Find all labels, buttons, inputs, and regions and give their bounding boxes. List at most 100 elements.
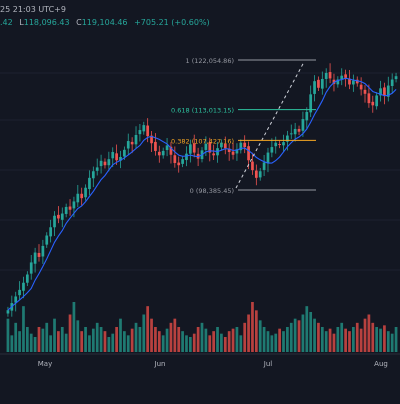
volume-bar — [161, 335, 165, 352]
low-label: L — [19, 18, 24, 27]
volume-bar — [99, 327, 103, 352]
volume-layer — [6, 302, 398, 352]
candle-body — [150, 135, 153, 144]
fib-level-label: 0.618 (113,013.15) — [171, 107, 234, 115]
volume-bar — [305, 306, 309, 352]
candle-body — [169, 146, 173, 155]
volume-bar — [142, 314, 146, 352]
fib-level[interactable]: 0 (98,385.45) — [190, 187, 316, 195]
candle-body — [142, 125, 146, 132]
volume-bar — [239, 335, 243, 352]
volume-bar — [254, 310, 258, 352]
volume-bar — [313, 318, 316, 352]
candle-body — [317, 79, 320, 88]
fib-trend-line[interactable] — [235, 61, 305, 189]
volume-bar — [64, 333, 68, 352]
candle-body — [146, 125, 150, 137]
volume-bar — [76, 320, 80, 352]
candle-body — [340, 75, 344, 80]
candle-body — [57, 214, 60, 219]
close-label: C — [76, 18, 82, 27]
candle-body — [14, 296, 18, 303]
candle-body — [60, 213, 64, 220]
fib-level[interactable]: 1 (122,054.86) — [186, 57, 317, 65]
time-axis-label: Jun — [154, 360, 166, 368]
candle-body — [289, 133, 293, 135]
candle-body — [352, 80, 355, 85]
candle-body — [49, 227, 52, 237]
candle-body — [173, 155, 177, 164]
volume-bar — [289, 322, 293, 352]
volume-bar — [216, 327, 219, 352]
volume-bar — [146, 306, 150, 352]
volume-bar — [196, 327, 200, 352]
candle-body — [251, 161, 254, 171]
open-value-partial: .42 — [0, 18, 13, 27]
candle-body — [80, 193, 84, 199]
candle-body — [165, 145, 169, 151]
volume-bar — [258, 320, 262, 352]
candle-body — [84, 187, 87, 198]
fib-level[interactable]: 0.382 (107,427.16) — [171, 137, 316, 145]
candle-body — [181, 159, 184, 164]
candle-body — [375, 95, 379, 107]
moving-average-line — [7, 77, 397, 311]
volume-bar — [344, 328, 347, 352]
candle-body — [88, 177, 91, 190]
candle-body — [363, 89, 367, 94]
volume-bar — [134, 322, 138, 352]
volume-bar — [282, 331, 285, 352]
volume-bar — [301, 314, 305, 352]
candle-body — [107, 159, 111, 166]
volume-bar — [212, 331, 216, 352]
candle-body — [386, 85, 390, 97]
time-axis-label: Jul — [263, 360, 273, 368]
volume-bar — [14, 322, 18, 352]
fib-level[interactable]: 0.618 (113,013.15) — [171, 107, 316, 115]
fib-retracement-layer[interactable]: 1 (122,054.86) 0.618 (113,013.15) 0.382 (1… — [171, 57, 316, 195]
volume-bar — [111, 333, 115, 352]
candle-body — [355, 79, 359, 84]
candle-body — [297, 128, 301, 132]
volume-bar — [247, 314, 250, 352]
volume-bar — [390, 333, 394, 352]
volume-bar — [157, 331, 161, 352]
volume-bar — [84, 327, 87, 352]
candle-body — [328, 72, 332, 79]
close-value: 119,104.46 — [81, 18, 128, 27]
volume-bar — [130, 328, 134, 352]
volume-bar — [220, 333, 223, 352]
candle-body — [64, 206, 68, 214]
volume-bar — [363, 318, 367, 352]
volume-bar — [91, 328, 95, 352]
ohlc-line: .42 L118,096.43 C119,104.46 +705.21 (+0.… — [0, 17, 210, 28]
chart-legend-header: 25 21:03 UTC+9 .42 L118,096.43 C119,104.… — [0, 0, 400, 32]
candle-body — [332, 79, 336, 84]
volume-bar — [154, 327, 157, 352]
candle-body — [177, 162, 181, 166]
volume-bar — [386, 331, 390, 352]
candle-body — [324, 72, 328, 79]
candle-body — [204, 143, 208, 150]
candle-body — [188, 144, 192, 154]
volume-bar — [231, 328, 235, 352]
volume-bar — [45, 322, 49, 352]
volume-bar — [278, 328, 281, 352]
volume-bar — [103, 331, 107, 352]
volume-bar — [10, 335, 14, 352]
volume-bar — [309, 312, 313, 352]
volume-bar — [181, 331, 184, 352]
volume-bar — [119, 318, 122, 352]
volume-bar — [348, 331, 351, 352]
candle-body — [301, 119, 305, 131]
candle-body — [41, 245, 45, 257]
volume-bar — [107, 337, 111, 352]
candle-body — [91, 171, 95, 179]
candle-body — [282, 142, 285, 146]
volume-bar — [29, 333, 33, 352]
candle-body — [359, 84, 363, 90]
candle-body — [53, 215, 56, 228]
time-axis-label: May — [38, 360, 52, 368]
